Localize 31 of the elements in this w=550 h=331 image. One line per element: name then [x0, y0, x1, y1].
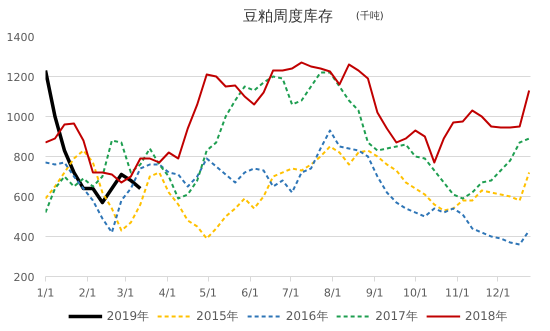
y-tick-label: 600 — [14, 191, 35, 204]
x-tick-label: 9/1 — [366, 286, 384, 300]
y-tick-label: 1200 — [6, 71, 35, 84]
line-series — [46, 130, 530, 246]
chart-subtitle: (千吨) — [356, 10, 384, 22]
y-tick-label: 200 — [14, 271, 35, 284]
x-tick-label: 4/1 — [158, 286, 176, 300]
x-tick-label: 12/1 — [486, 286, 510, 300]
x-tick-label: 8/1 — [324, 286, 342, 300]
legend-label: 2019年 — [106, 308, 150, 324]
line-series — [46, 68, 142, 204]
x-tick-label: 2/1 — [78, 286, 96, 300]
y-tick-label: 1400 — [6, 31, 35, 44]
x-tick-label: 10/1 — [402, 286, 428, 300]
chart-title: 豆粕周度库存 — [243, 6, 333, 25]
x-tick-label: 3/1 — [116, 286, 134, 300]
x-tick-label: 6/1 — [241, 286, 259, 300]
y-tick-label: 1000 — [6, 111, 35, 124]
y-tick-label: 800 — [14, 151, 35, 164]
y-tick-label: 400 — [14, 231, 35, 244]
legend-label: 2017年 — [375, 308, 418, 324]
legend-label: 2018年 — [464, 308, 508, 324]
legend-label: 2016年 — [286, 308, 328, 324]
line-series — [46, 146, 530, 240]
line-series — [46, 72, 530, 214]
x-tick-label: 1/1 — [36, 286, 54, 300]
legend-label: 2015年 — [196, 308, 239, 324]
x-tick-label: 7/1 — [282, 286, 300, 300]
x-tick-label: 11/1 — [444, 286, 470, 300]
x-tick-label: 5/1 — [199, 286, 217, 300]
line-series — [46, 62, 530, 184]
